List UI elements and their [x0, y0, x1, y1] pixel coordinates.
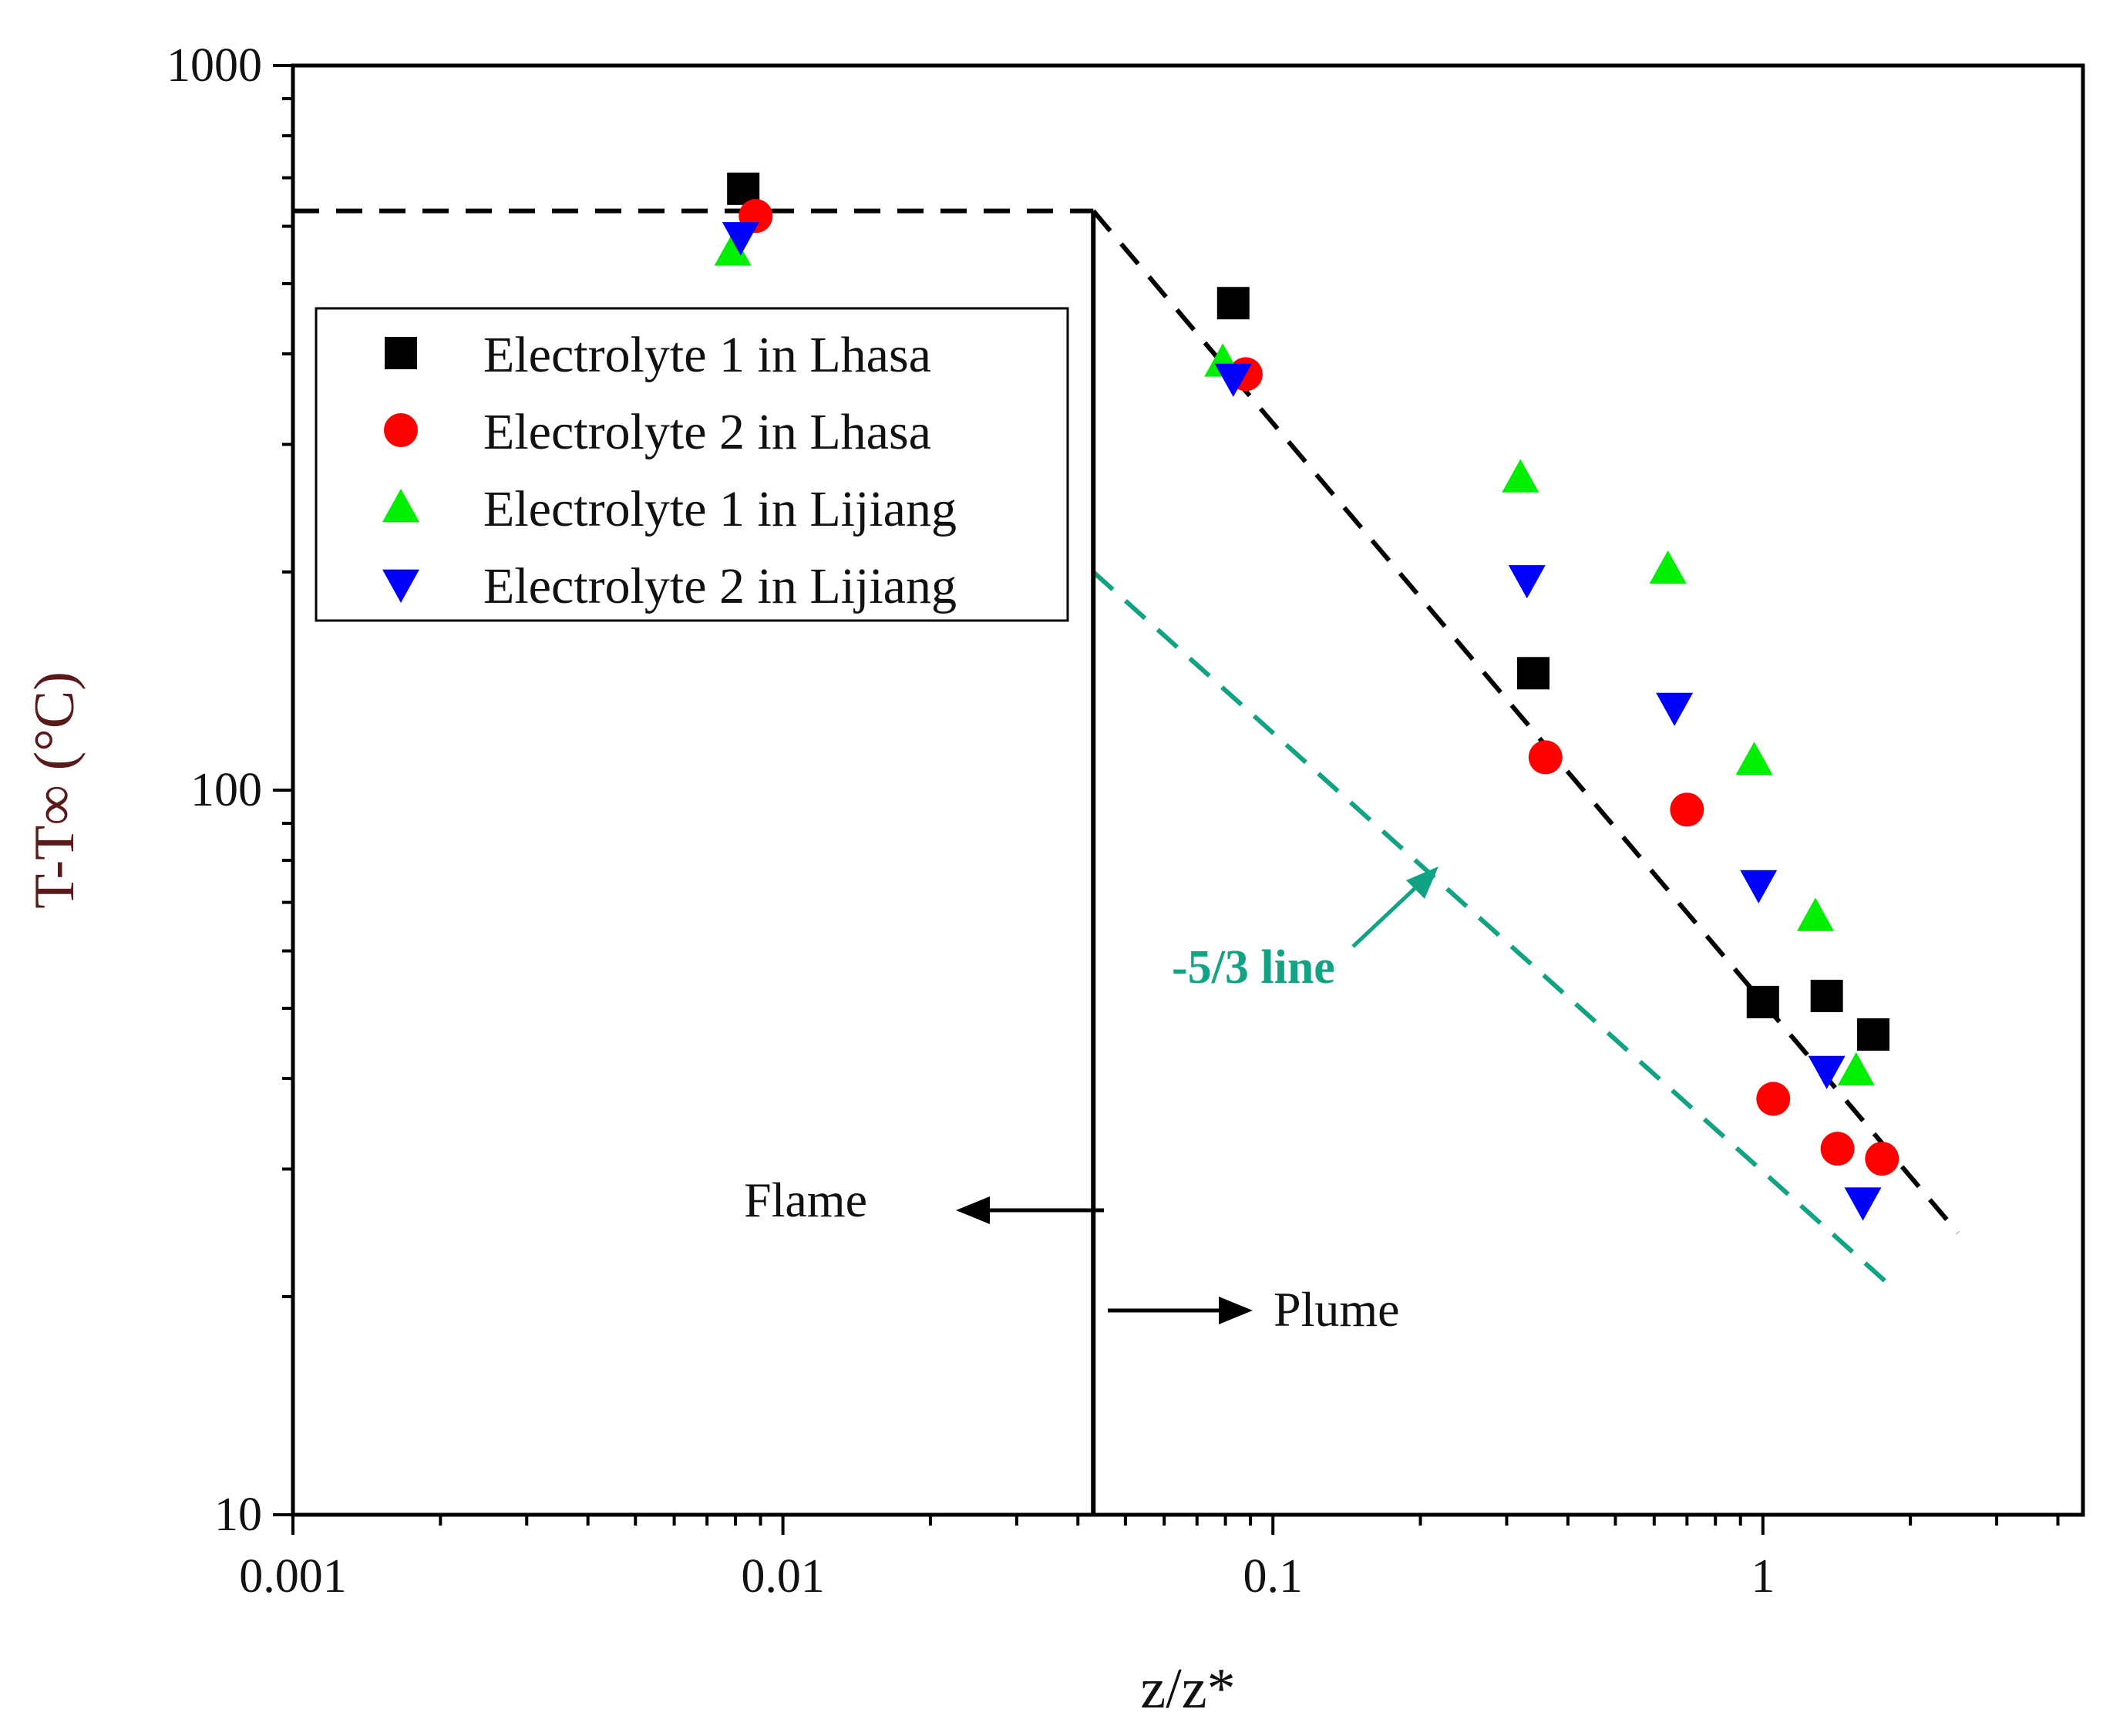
y-tick-label: 1000: [167, 39, 262, 92]
x-tick-label: 0.01: [741, 1550, 825, 1603]
legend-box: [315, 307, 1069, 622]
series-1: [727, 172, 1890, 1051]
series-4: [722, 222, 1882, 1221]
data-point-triangle-up: [1735, 742, 1773, 775]
data-point-triangle-up: [1649, 550, 1687, 584]
data-point-triangle-up: [1502, 459, 1539, 493]
plume-arrow-head: [1219, 1297, 1253, 1324]
tick-marks-layer: 0.001 0.01 0.1 1 10 100 1000: [167, 39, 2060, 1603]
data-point-triangle-down: [1656, 692, 1694, 726]
legend-marker-circle: [384, 413, 418, 447]
legend-marker-triangle-down: [382, 569, 419, 603]
x-tick-label: 0.001: [239, 1550, 347, 1603]
legend-entry: Electrolyte 1 in Lijiang: [382, 481, 957, 537]
data-point-triangle-down: [1214, 363, 1252, 397]
flame-arrow-head: [956, 1196, 990, 1224]
data-point-square: [1857, 1018, 1890, 1051]
data-point-triangle-up: [714, 232, 752, 266]
legend-marker-triangle-up: [382, 489, 419, 523]
data-point-triangle-down: [1808, 1055, 1846, 1089]
data-point-circle: [1670, 792, 1704, 827]
plume-annotation: Plume: [1108, 1282, 1400, 1337]
y-tick-label: 100: [190, 764, 262, 816]
slope-annotation: -5/3 line: [1172, 866, 1438, 994]
slope-arrow-head: [1406, 866, 1438, 899]
data-point-square: [1517, 657, 1550, 690]
data-points-layer: [714, 172, 1899, 1221]
legend-label: Electrolyte 1 in Lijiang: [483, 481, 957, 537]
data-point-circle: [1865, 1142, 1899, 1176]
plume-label: Plume: [1274, 1282, 1400, 1337]
y-tick-label: 10: [214, 1489, 262, 1541]
plot-frame: [291, 63, 2085, 1517]
legend-entry: Electrolyte 2 in Lhasa: [384, 404, 931, 460]
slope-minus-five-thirds-line: [1092, 570, 1896, 1291]
data-point-square: [1810, 979, 1843, 1012]
legend-entry: Electrolyte 2 in Lijiang: [382, 558, 957, 614]
flame-label: Flame: [744, 1172, 867, 1227]
data-point-circle: [1528, 740, 1563, 775]
flame-annotation: Flame: [744, 1172, 1104, 1227]
data-point-square: [1746, 985, 1779, 1018]
legend-label: Electrolyte 2 in Lijiang: [483, 558, 957, 614]
legend-entry: Electrolyte 1 in Lhasa: [385, 327, 931, 383]
legend-marker-square: [385, 337, 417, 369]
data-point-triangle-down: [1508, 565, 1546, 599]
data-point-triangle-down: [1740, 870, 1778, 903]
data-point-circle: [1756, 1082, 1791, 1116]
slope-label: -5/3 line: [1172, 941, 1335, 994]
legend-label: Electrolyte 1 in Lhasa: [483, 327, 931, 383]
x-tick-label: 1: [1751, 1550, 1775, 1603]
x-tick-label: 0.1: [1243, 1550, 1303, 1603]
data-point-triangle-down: [1844, 1187, 1882, 1221]
legend-label: Electrolyte 2 in Lhasa: [483, 404, 931, 460]
data-point-square: [1216, 287, 1250, 320]
data-point-triangle-up: [1837, 1051, 1875, 1086]
legend: Electrolyte 1 in Lhasa Electrolyte 2 in L…: [315, 307, 1069, 622]
data-point-circle: [1820, 1132, 1855, 1166]
x-axis-title: z/z*: [1140, 1657, 1235, 1721]
slope-arrow: [1351, 883, 1420, 948]
data-point-triangle-up: [1796, 897, 1834, 931]
y-axis-title: T-T∞ (°C): [23, 671, 86, 909]
data-point-triangle-down: [722, 222, 759, 256]
